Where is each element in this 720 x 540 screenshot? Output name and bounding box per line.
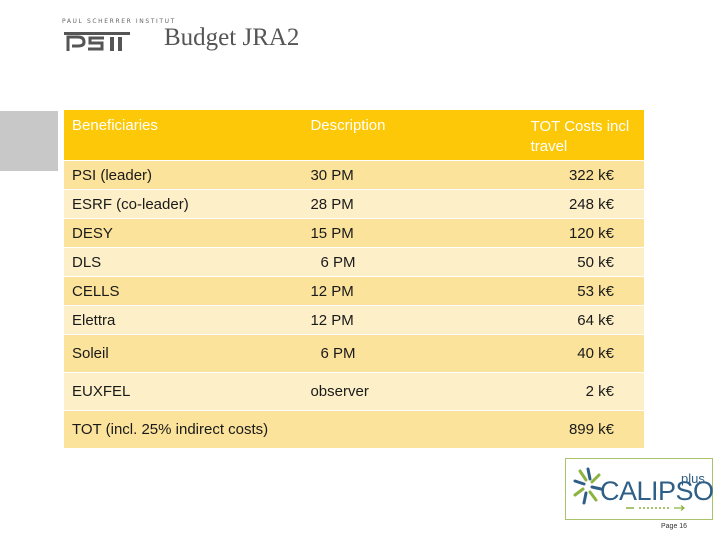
cell-cost: 248 k€ — [508, 189, 644, 218]
cell-cost: 2 k€ — [508, 372, 644, 410]
cell-beneficiary: Soleil — [64, 334, 303, 372]
cell-beneficiary: PSI (leader) — [64, 160, 303, 189]
cell-cost: 53 k€ — [508, 276, 644, 305]
calipso-swirl-icon — [573, 467, 603, 505]
cell-beneficiary: DLS — [64, 247, 303, 276]
header-total-costs-label: TOT Costs incl travel — [530, 118, 630, 155]
cell-description: 12 PM — [302, 276, 509, 305]
header-total-costs: TOT Costs incl travel — [508, 110, 644, 160]
table-row: ESRF (co-leader) 28 PM 248 k€ — [64, 189, 644, 218]
cell-description: 28 PM — [302, 189, 509, 218]
table-row: PSI (leader) 30 PM 322 k€ — [64, 160, 644, 189]
page-number: Page 16 — [661, 523, 688, 530]
psi-logo: PAUL SCHERRER INSTITUT — [62, 18, 174, 54]
psi-logo-tagline: PAUL SCHERRER INSTITUT — [62, 18, 176, 25]
cell-total-description — [302, 410, 509, 448]
table-row: EUXFEL observer 2 k€ — [64, 372, 644, 410]
header-beneficiaries: Beneficiaries — [64, 110, 303, 160]
cell-cost: 322 k€ — [508, 160, 644, 189]
table-row: CELLS 12 PM 53 k€ — [64, 276, 644, 305]
cell-description: 15 PM — [302, 218, 509, 247]
cell-total-cost: 899 k€ — [508, 410, 644, 448]
cell-total-label: TOT (incl. 25% indirect costs) — [64, 410, 303, 448]
header-description: Description — [302, 110, 509, 160]
cell-cost: 50 k€ — [508, 247, 644, 276]
budget-table: Beneficiaries Description TOT Costs incl… — [64, 110, 644, 448]
cell-beneficiary: Elettra — [64, 305, 303, 334]
calipso-wordmark: CALIPSO — [600, 476, 714, 506]
cell-description: 6 PM — [302, 247, 509, 276]
cell-cost: 64 k€ — [508, 305, 644, 334]
cell-beneficiary: EUXFEL — [64, 372, 303, 410]
calipso-plus-logo: CALIPSO plus — [565, 458, 714, 520]
calipso-arrow-icon — [626, 505, 685, 511]
table-total-row: TOT (incl. 25% indirect costs) 899 k€ — [64, 410, 644, 448]
table-row: DLS 6 PM 50 k€ — [64, 247, 644, 276]
cell-description: 12 PM — [302, 305, 509, 334]
table-header-row: Beneficiaries Description TOT Costs incl… — [64, 110, 644, 160]
cell-description: 6 PM — [302, 334, 509, 372]
cell-description: observer — [302, 372, 509, 410]
calipso-plus-suffix: plus — [681, 471, 705, 486]
table-row: Elettra 12 PM 64 k€ — [64, 305, 644, 334]
decorative-gray-block — [0, 111, 58, 171]
cell-beneficiary: CELLS — [64, 276, 303, 305]
table-row: Soleil 6 PM 40 k€ — [64, 334, 644, 372]
cell-beneficiary: DESY — [64, 218, 303, 247]
cell-cost: 40 k€ — [508, 334, 644, 372]
cell-beneficiary: ESRF (co-leader) — [64, 189, 303, 218]
psi-logo-mark — [64, 32, 130, 51]
table-row: DESY 15 PM 120 k€ — [64, 218, 644, 247]
slide-title: Budget JRA2 — [164, 24, 300, 51]
cell-cost: 120 k€ — [508, 218, 644, 247]
cell-description: 30 PM — [302, 160, 509, 189]
